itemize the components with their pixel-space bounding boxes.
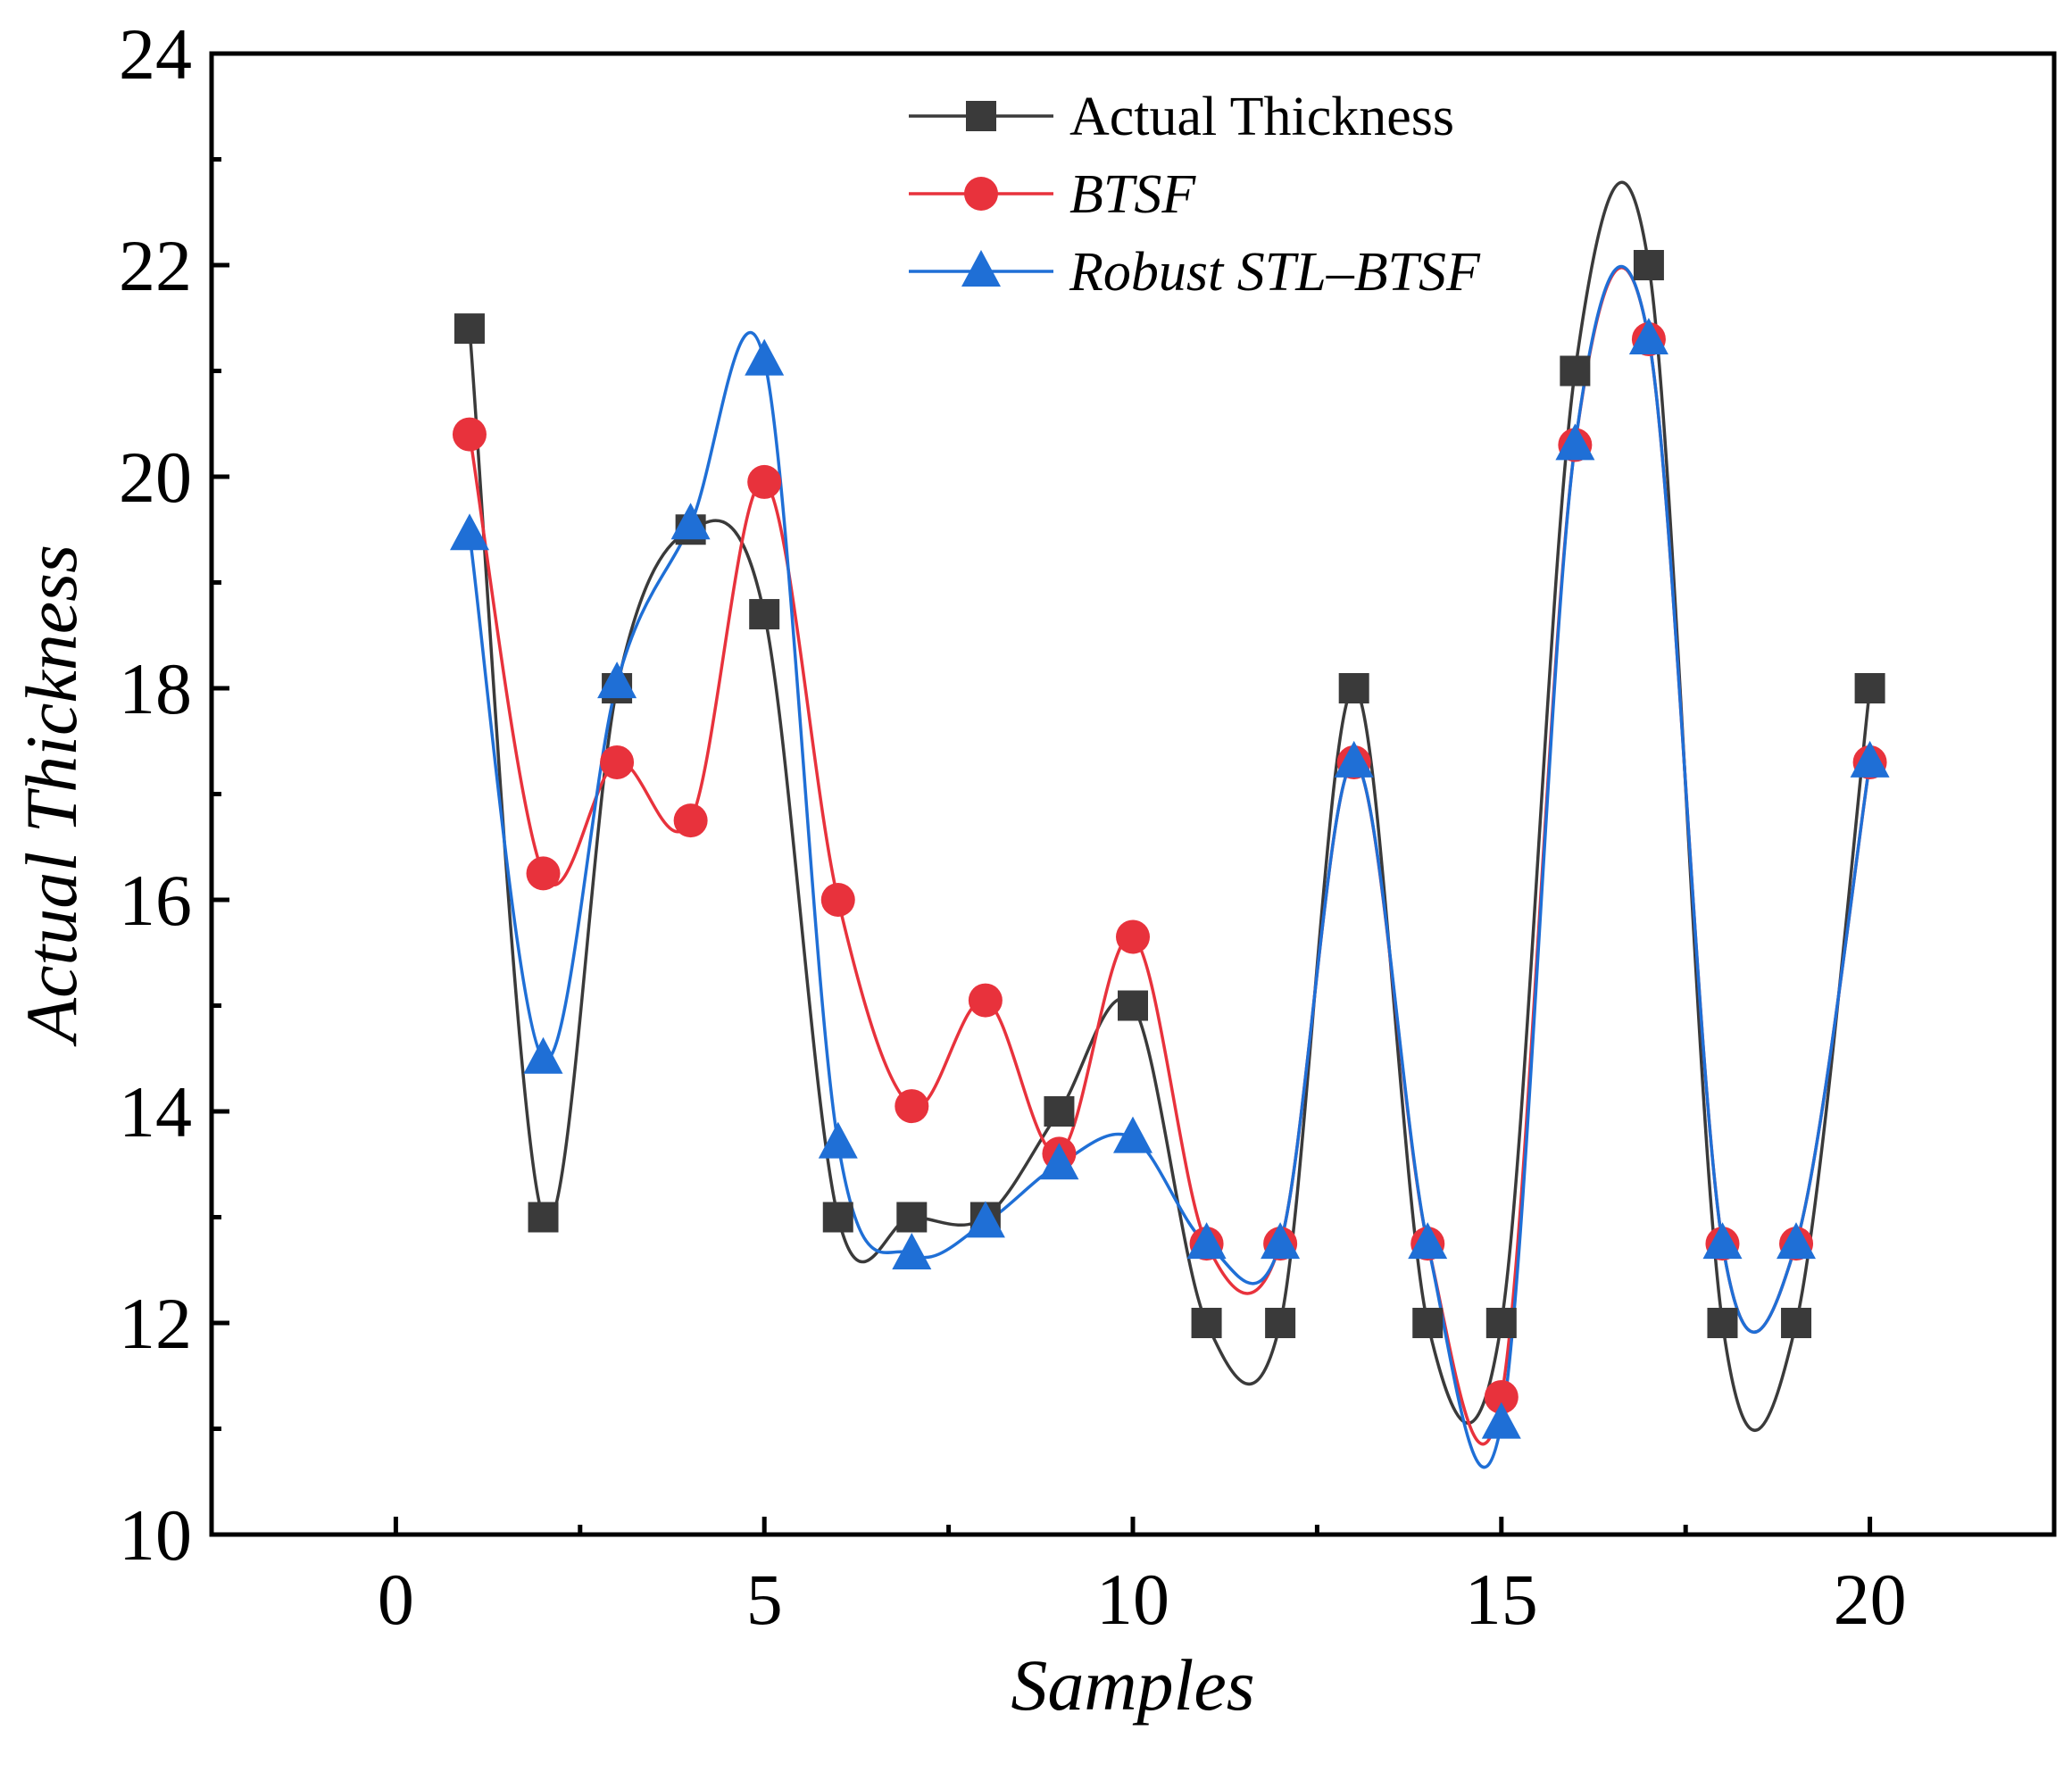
y-tick-label-24: 24 bbox=[119, 13, 192, 95]
point-robust-stl-btsf-5 bbox=[745, 338, 785, 376]
point-btsf-8 bbox=[968, 983, 1003, 1018]
point-robust-stl-btsf-7 bbox=[892, 1233, 932, 1269]
point-robust-stl-btsf-19 bbox=[1777, 1222, 1816, 1260]
y-tick-label-20: 20 bbox=[119, 437, 192, 518]
series-line-robust-stl-btsf bbox=[468, 264, 1872, 1469]
point-btsf-4 bbox=[673, 803, 708, 838]
point-btsf-1 bbox=[452, 417, 487, 452]
point-actual-thickness-18 bbox=[1707, 1308, 1738, 1338]
x-tick-label-0: 0 bbox=[378, 1559, 414, 1640]
point-actual-thickness-14 bbox=[1412, 1308, 1444, 1338]
legend-marker-actual-thickness bbox=[966, 101, 996, 131]
point-robust-stl-btsf-6 bbox=[818, 1121, 858, 1159]
point-actual-thickness-17 bbox=[1633, 250, 1664, 280]
legend-marker-btsf bbox=[964, 177, 998, 211]
point-actual-thickness-1 bbox=[454, 313, 485, 345]
point-btsf-3 bbox=[600, 745, 635, 779]
y-axis-title: Actual Thickness bbox=[11, 545, 92, 1047]
x-tick-label-10: 10 bbox=[1096, 1559, 1169, 1640]
point-actual-thickness-19 bbox=[1781, 1308, 1812, 1338]
y-tick-label-10: 10 bbox=[119, 1494, 192, 1576]
point-actual-thickness-20 bbox=[1854, 673, 1885, 703]
series-line-actual-thickness bbox=[468, 180, 1872, 1432]
point-actual-thickness-5 bbox=[749, 599, 780, 630]
point-robust-stl-btsf-20 bbox=[1850, 740, 1890, 778]
y-tick-label-14: 14 bbox=[119, 1071, 192, 1152]
x-tick-label-15: 15 bbox=[1465, 1559, 1538, 1640]
legend-label-btsf: BTSF bbox=[1069, 164, 1196, 225]
point-robust-stl-btsf-4 bbox=[670, 503, 711, 540]
point-actual-thickness-6 bbox=[822, 1202, 853, 1233]
legend-label-robust-stl-btsf: Robust STL–BTSF bbox=[1069, 242, 1481, 303]
point-robust-stl-btsf-13 bbox=[1334, 740, 1374, 778]
point-btsf-2 bbox=[526, 856, 561, 891]
point-robust-stl-btsf-12 bbox=[1261, 1222, 1301, 1260]
markers-layer bbox=[450, 250, 1890, 1439]
point-btsf-5 bbox=[747, 464, 782, 499]
point-btsf-15 bbox=[1484, 1379, 1519, 1414]
legend-marker-robust-stl-btsf bbox=[961, 250, 1001, 287]
y-tick-label-22: 22 bbox=[119, 225, 192, 306]
point-btsf-6 bbox=[820, 883, 855, 917]
point-actual-thickness-11 bbox=[1191, 1308, 1222, 1338]
point-btsf-10 bbox=[1116, 919, 1150, 954]
point-actual-thickness-9 bbox=[1044, 1096, 1075, 1127]
point-actual-thickness-16 bbox=[1560, 355, 1591, 387]
point-robust-stl-btsf-17 bbox=[1628, 318, 1668, 354]
x-tick-label-5: 5 bbox=[746, 1559, 783, 1640]
legend-label-actual-thickness: Actual Thickness bbox=[1069, 87, 1454, 147]
x-axis-title: Samples bbox=[1011, 1644, 1254, 1726]
point-robust-stl-btsf-10 bbox=[1113, 1116, 1152, 1153]
point-actual-thickness-10 bbox=[1118, 990, 1148, 1021]
point-robust-stl-btsf-16 bbox=[1555, 423, 1595, 461]
y-tick-label-12: 12 bbox=[119, 1283, 192, 1364]
y-tick-label-16: 16 bbox=[119, 860, 192, 941]
point-actual-thickness-15 bbox=[1485, 1308, 1517, 1338]
point-actual-thickness-2 bbox=[528, 1202, 559, 1233]
point-btsf-7 bbox=[895, 1089, 929, 1124]
point-actual-thickness-12 bbox=[1265, 1308, 1296, 1338]
y-tick-label-18: 18 bbox=[119, 648, 192, 729]
point-robust-stl-btsf-9 bbox=[1039, 1143, 1079, 1180]
point-robust-stl-btsf-14 bbox=[1408, 1222, 1448, 1260]
legend: Actual Thickness BTSF Robust STL–BTSF bbox=[909, 87, 1481, 303]
x-tick-label-20: 20 bbox=[1834, 1559, 1907, 1640]
point-robust-stl-btsf-11 bbox=[1186, 1222, 1227, 1260]
point-robust-stl-btsf-3 bbox=[597, 661, 637, 699]
point-robust-stl-btsf-8 bbox=[965, 1201, 1005, 1238]
point-robust-stl-btsf-15 bbox=[1481, 1402, 1521, 1439]
ticks-layer: 0 5 10 15 20 10 12 14 16 18 20 22 24 bbox=[119, 13, 1907, 1640]
point-actual-thickness-7 bbox=[896, 1202, 928, 1233]
point-actual-thickness-13 bbox=[1338, 673, 1369, 703]
point-robust-stl-btsf-18 bbox=[1702, 1222, 1743, 1260]
point-robust-stl-btsf-1 bbox=[450, 513, 489, 551]
point-robust-stl-btsf-2 bbox=[523, 1036, 563, 1074]
